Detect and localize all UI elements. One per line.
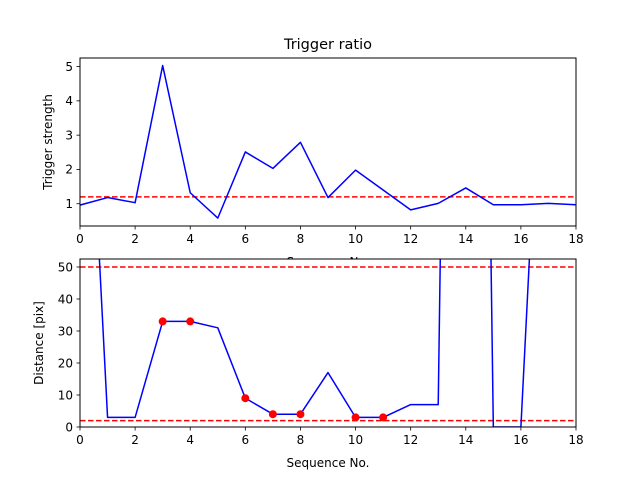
x-tick-label: 2: [131, 433, 139, 447]
x-tick-label: 12: [403, 232, 418, 246]
x-tick-label: 4: [186, 232, 194, 246]
x-tick-label: 14: [458, 232, 473, 246]
data-point: [241, 394, 250, 403]
x-tick-label: 18: [568, 232, 583, 246]
distance-chart: 0 2 4 6 8 10 12 14 16 18 0 10 20 30 40 50 Distance [pix…: [32, 258, 584, 470]
y-tick-label: 5: [65, 60, 73, 74]
tick-group: 0 2 4 6 8 10 12 14 16 18 0 10 20 30 40 50: [58, 260, 584, 447]
x-tick-label: 10: [348, 433, 363, 447]
y-tick-label: 40: [58, 292, 73, 306]
chart-title: Trigger ratio: [283, 37, 372, 53]
y-axis-label: Trigger strength: [41, 94, 55, 191]
x-axis-label: Sequence No.: [287, 456, 370, 470]
x-tick-label: 0: [76, 433, 84, 447]
data-point: [268, 410, 277, 419]
data-point: [296, 410, 305, 419]
series-line: [80, 64, 576, 219]
plot-frame: [79, 258, 577, 428]
x-tick-label: 8: [297, 433, 305, 447]
data-point: [351, 413, 360, 422]
x-tick-label: 16: [513, 433, 528, 447]
data-point: [158, 317, 167, 326]
y-tick-label: 30: [58, 324, 73, 338]
data-point: [379, 413, 388, 422]
series-line: [98, 259, 531, 427]
y-tick-label: 0: [65, 420, 73, 434]
plot-background: [80, 259, 576, 427]
y-tick-label: 10: [58, 388, 73, 402]
x-tick-label: 0: [76, 232, 84, 246]
data-point: [186, 317, 195, 326]
y-tick-label: 50: [58, 260, 73, 274]
x-tick-label: 10: [348, 232, 363, 246]
plot-area: [80, 64, 576, 219]
x-tick-label: 12: [403, 433, 418, 447]
x-tick-label: 18: [568, 433, 583, 447]
x-tick-label: 6: [242, 232, 250, 246]
y-tick-label: 20: [58, 356, 73, 370]
plot-frame: [79, 57, 577, 227]
plot-area: [80, 259, 576, 427]
x-tick-label: 8: [297, 232, 305, 246]
y-tick-label: 1: [65, 197, 73, 211]
x-tick-label: 4: [186, 433, 194, 447]
y-tick-label: 4: [65, 94, 73, 108]
x-tick-label: 2: [131, 232, 139, 246]
y-tick-label: 2: [65, 163, 73, 177]
x-tick-label: 6: [242, 433, 250, 447]
y-tick-label: 3: [65, 128, 73, 142]
y-axis-label: Distance [pix]: [32, 301, 46, 385]
x-tick-label: 16: [513, 232, 528, 246]
x-tick-label: 14: [458, 433, 473, 447]
